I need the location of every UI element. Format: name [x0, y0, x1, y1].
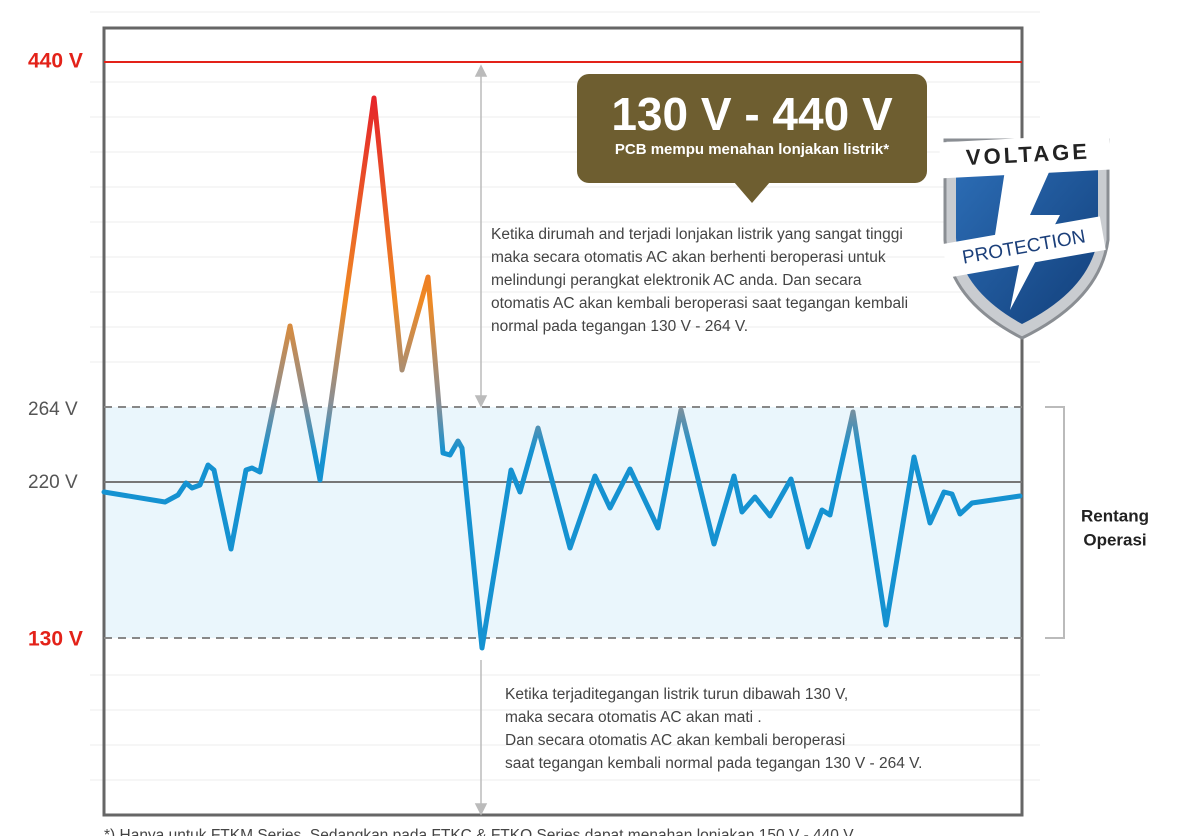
note-line: Ketika dirumah and terjadi lonjakan list… [491, 226, 903, 243]
note-line: Ketika terjaditegangan listrik turun dib… [505, 686, 848, 703]
footnote: *) Hanya untuk FTKM Series. Sedangkan pa… [104, 827, 856, 836]
level-label: 440 V [28, 50, 83, 73]
level-label: 130 V [28, 628, 83, 651]
level-label: 264 V [28, 399, 78, 420]
range-bracket [1045, 407, 1064, 638]
callout-subtitle: PCB mempu menahan lonjakan listrik* [615, 141, 889, 158]
note-line: Dan secara otomatis AC akan kembali bero… [505, 732, 845, 749]
infographic: 440 V 264 V 220 V 130 V 130 V - 440 V PC… [0, 0, 1179, 836]
range-label: Operasi [1083, 530, 1146, 549]
note-line: melindungi perangkat elektronik AC anda.… [491, 272, 862, 289]
note-line: normal pada tegangan 130 V - 264 V. [491, 318, 748, 335]
note-line: maka secara otomatis AC akan mati . [505, 709, 762, 726]
note-line: otomatis AC akan kembali beroperasi saat… [491, 295, 908, 312]
note-line: saat tegangan kembali normal pada tegang… [505, 755, 922, 772]
level-label: 220 V [28, 472, 78, 493]
badge: VOLTAGE PROTECTION [939, 134, 1111, 338]
range-label: Rentang [1081, 506, 1149, 525]
callout: 130 V - 440 V PCB mempu menahan lonjakan… [577, 74, 927, 203]
note-line: maka secara otomatis AC akan berhenti be… [491, 249, 886, 266]
callout-title: 130 V - 440 V [611, 88, 893, 140]
lower-note: Ketika terjaditegangan listrik turun dib… [505, 686, 922, 772]
upper-note: Ketika dirumah and terjadi lonjakan list… [491, 226, 908, 335]
